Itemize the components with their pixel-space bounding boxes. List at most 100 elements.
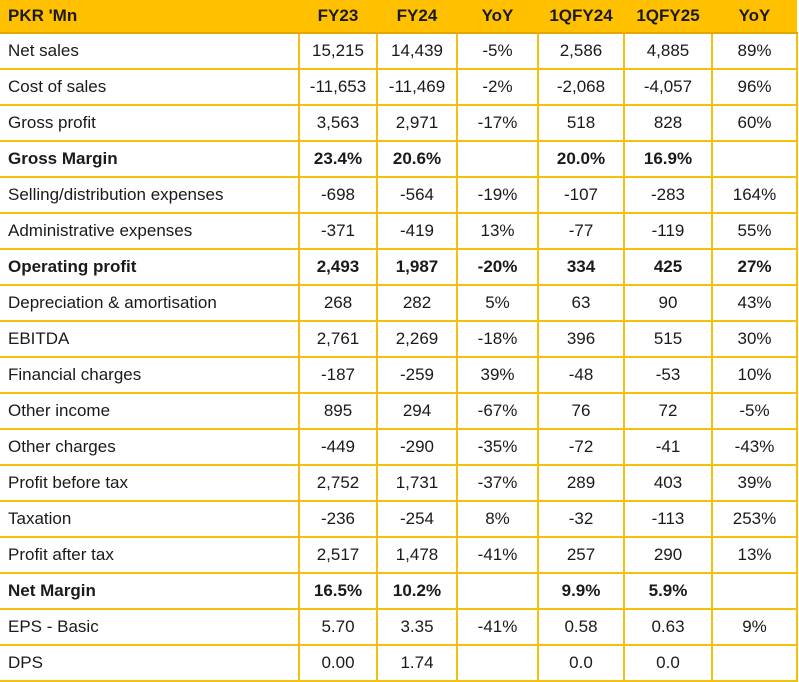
cell-fy23: -187 xyxy=(299,357,378,394)
header-1qfy25: 1QFY25 xyxy=(624,0,712,34)
table-row: Selling/distribution expenses -698 -564 -19… xyxy=(0,177,798,214)
cell-fy24: 294 xyxy=(377,393,458,430)
cell-yoy-quarterly: 60% xyxy=(712,105,798,142)
cell-fy23: -236 xyxy=(299,501,378,538)
cell-1qfy24: -2,068 xyxy=(538,69,625,106)
header-fy24: FY24 xyxy=(377,0,457,34)
cell-yoy-annual: 8% xyxy=(457,501,539,538)
cell-fy24: 14,439 xyxy=(377,33,458,70)
cell-yoy-annual: -35% xyxy=(457,429,539,466)
cell-1qfy25: -283 xyxy=(624,177,713,214)
cell-1qfy24: -107 xyxy=(538,177,625,214)
table-row: Taxation -236 -254 8% -32 -113 253% xyxy=(0,501,798,538)
row-label: Net sales xyxy=(0,33,300,70)
cell-yoy-quarterly xyxy=(712,573,798,610)
cell-fy24: 1,731 xyxy=(377,465,458,502)
cell-yoy-annual xyxy=(457,141,539,178)
cell-fy24: 3.35 xyxy=(377,609,458,646)
row-label: Profit before tax xyxy=(0,465,300,502)
cell-1qfy24: 518 xyxy=(538,105,625,142)
cell-fy24: 1,478 xyxy=(377,537,458,574)
cell-fy23: 5.70 xyxy=(299,609,378,646)
cell-yoy-quarterly: 27% xyxy=(712,249,798,286)
cell-1qfy24: 289 xyxy=(538,465,625,502)
row-label: Other charges xyxy=(0,429,300,466)
cell-yoy-annual: -19% xyxy=(457,177,539,214)
cell-fy24: 1.74 xyxy=(377,645,458,682)
cell-yoy-annual: -41% xyxy=(457,537,539,574)
table-row: EPS - Basic 5.70 3.35 -41% 0.58 0.63 9% xyxy=(0,609,798,646)
cell-1qfy24: 2,586 xyxy=(538,33,625,70)
cell-fy23: -698 xyxy=(299,177,378,214)
header-yoy-quarterly: YoY xyxy=(712,0,797,34)
cell-fy23: 23.4% xyxy=(299,141,378,178)
row-label: Gross profit xyxy=(0,105,300,142)
cell-fy23: 15,215 xyxy=(299,33,378,70)
cell-yoy-quarterly: 164% xyxy=(712,177,798,214)
cell-1qfy24: 76 xyxy=(538,393,625,430)
cell-fy24: -564 xyxy=(377,177,458,214)
header-yoy-annual: YoY xyxy=(457,0,538,34)
cell-1qfy25: 90 xyxy=(624,285,713,322)
cell-1qfy24: 396 xyxy=(538,321,625,358)
cell-1qfy24: 334 xyxy=(538,249,625,286)
cell-yoy-quarterly: 30% xyxy=(712,321,798,358)
cell-yoy-annual: -20% xyxy=(457,249,539,286)
row-label: Other income xyxy=(0,393,300,430)
cell-1qfy24: -48 xyxy=(538,357,625,394)
table-row: Profit before tax 2,752 1,731 -37% 289 403 39% xyxy=(0,465,798,502)
cell-yoy-quarterly: 9% xyxy=(712,609,798,646)
cell-1qfy25: 16.9% xyxy=(624,141,713,178)
cell-fy24: 10.2% xyxy=(377,573,458,610)
cell-yoy-annual: 39% xyxy=(457,357,539,394)
cell-fy23: -11,653 xyxy=(299,69,378,106)
cell-yoy-quarterly xyxy=(712,141,798,178)
cell-fy23: 3,563 xyxy=(299,105,378,142)
cell-1qfy25: 0.63 xyxy=(624,609,713,646)
cell-yoy-quarterly xyxy=(712,645,798,682)
cell-1qfy25: 5.9% xyxy=(624,573,713,610)
cell-1qfy25: 403 xyxy=(624,465,713,502)
table-row: EBITDA 2,761 2,269 -18% 396 515 30% xyxy=(0,321,798,358)
cell-fy24: 2,269 xyxy=(377,321,458,358)
table-row: Gross profit 3,563 2,971 -17% 518 828 60% xyxy=(0,105,798,142)
cell-1qfy25: -4,057 xyxy=(624,69,713,106)
cell-fy23: 268 xyxy=(299,285,378,322)
table-row: Cost of sales -11,653 -11,469 -2% -2,068 -4,0… xyxy=(0,69,798,106)
row-label: DPS xyxy=(0,645,300,682)
table-row: Administrative expenses -371 -419 13% -77 -11… xyxy=(0,213,798,250)
cell-fy24: -290 xyxy=(377,429,458,466)
row-label: EBITDA xyxy=(0,321,300,358)
cell-fy23: 2,761 xyxy=(299,321,378,358)
cell-yoy-annual: 5% xyxy=(457,285,539,322)
cell-1qfy25: 290 xyxy=(624,537,713,574)
table-row: Net Margin 16.5% 10.2% 9.9% 5.9% xyxy=(0,573,798,610)
cell-yoy-quarterly: 253% xyxy=(712,501,798,538)
row-label: EPS - Basic xyxy=(0,609,300,646)
cell-1qfy25: 4,885 xyxy=(624,33,713,70)
cell-1qfy24: 63 xyxy=(538,285,625,322)
cell-yoy-annual: -67% xyxy=(457,393,539,430)
cell-1qfy25: 828 xyxy=(624,105,713,142)
cell-yoy-annual: -37% xyxy=(457,465,539,502)
cell-fy23: 2,517 xyxy=(299,537,378,574)
table-row: Financial charges -187 -259 39% -48 -53 10% xyxy=(0,357,798,394)
cell-1qfy24: 257 xyxy=(538,537,625,574)
table-row: Operating profit 2,493 1,987 -20% 334 425 27% xyxy=(0,249,798,286)
cell-1qfy24: 0.0 xyxy=(538,645,625,682)
table-row: Net sales 15,215 14,439 -5% 2,586 4,885 89% xyxy=(0,33,798,70)
cell-fy23: 2,752 xyxy=(299,465,378,502)
table-row: Gross Margin 23.4% 20.6% 20.0% 16.9% xyxy=(0,141,798,178)
cell-fy24: -254 xyxy=(377,501,458,538)
row-label: Profit after tax xyxy=(0,537,300,574)
table-row: Depreciation & amortisation 268 282 5% 63 90 4… xyxy=(0,285,798,322)
cell-fy24: 2,971 xyxy=(377,105,458,142)
cell-1qfy25: 0.0 xyxy=(624,645,713,682)
cell-fy23: 16.5% xyxy=(299,573,378,610)
cell-yoy-annual: -5% xyxy=(457,33,539,70)
table-body: Net sales 15,215 14,439 -5% 2,586 4,885 89% Cos… xyxy=(0,33,798,682)
cell-yoy-quarterly: 96% xyxy=(712,69,798,106)
table-header-row: PKR 'Mn FY23 FY24 YoY 1QFY24 1QFY25 YoY xyxy=(0,0,797,34)
cell-fy24: -259 xyxy=(377,357,458,394)
cell-yoy-quarterly: 13% xyxy=(712,537,798,574)
